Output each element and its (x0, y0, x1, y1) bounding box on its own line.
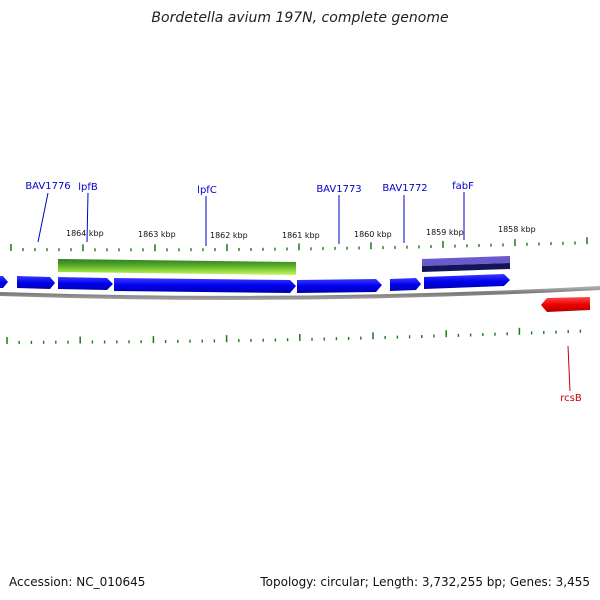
scale-label: 1861 kbp (282, 231, 320, 240)
leader-line (567, 345, 571, 392)
scale-label: 1864 kbp (66, 229, 104, 238)
gene-label-rcsb[interactable]: rcsB (560, 393, 582, 404)
gene-arrow[interactable] (424, 274, 510, 289)
scale-label: 1858 kbp (498, 225, 536, 234)
gene-arrow[interactable] (297, 279, 382, 293)
gene-label-bav1776[interactable]: BAV1776 (25, 181, 70, 192)
domain-feature-purple (422, 256, 510, 266)
gene-label-fabf[interactable]: fabF (452, 181, 474, 192)
scale-label: 1863 kbp (138, 230, 176, 239)
domain-feature-green (58, 259, 296, 275)
gene-label-bav1772[interactable]: BAV1772 (382, 183, 427, 194)
ruler-ticks-bottom (6, 327, 582, 344)
ruler-ticks-top (10, 237, 588, 252)
scale-label: 1860 kbp (354, 230, 392, 239)
scale-label: 1862 kbp (210, 231, 248, 240)
scale-labels: 1864 kbp 1863 kbp 1862 kbp 1861 kbp 1860… (66, 225, 536, 240)
gene-arrow[interactable] (0, 276, 8, 288)
accession-label: Accession: NC_010645 (9, 575, 146, 589)
gene-label-lpfb[interactable]: lpfB (78, 182, 98, 193)
gene-labels: BAV1776 lpfB lpfC BAV1773 BAV1772 fabF r… (25, 181, 582, 404)
gene-arrow[interactable] (114, 278, 296, 293)
map-title: Bordetella avium 197N, complete genome (151, 10, 449, 26)
leader-line (37, 192, 49, 243)
scale-label: 1859 kbp (426, 228, 464, 237)
domain-feature-navy (422, 263, 510, 272)
leader-line (86, 192, 89, 243)
gene-arrow[interactable] (58, 277, 113, 290)
genome-summary: Topology: circular; Length: 3,732,255 bp… (260, 575, 590, 589)
gene-label-bav1773[interactable]: BAV1773 (316, 184, 361, 195)
gene-arrow[interactable] (390, 278, 421, 291)
forward-genes (0, 274, 510, 293)
gene-arrow[interactable] (17, 276, 55, 289)
genome-backbone (0, 286, 600, 300)
gene-label-lpfc[interactable]: lpfC (197, 185, 217, 196)
gene-arrow-reverse[interactable] (541, 297, 590, 312)
label-leaders (37, 192, 465, 246)
